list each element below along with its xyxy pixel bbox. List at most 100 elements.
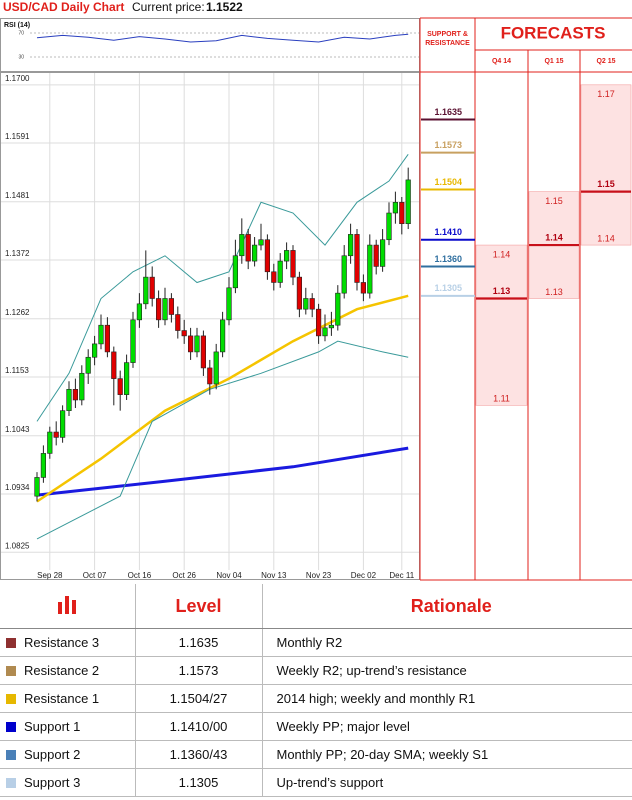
y-tick-label: 1.1481	[5, 191, 30, 200]
candle-body	[130, 319, 136, 363]
rationale-cell: Up-trend’s support	[261, 768, 632, 797]
candle-body	[354, 234, 360, 283]
indicator-line	[36, 446, 409, 497]
header-cell: Level	[134, 584, 262, 629]
level-name: Support 3	[24, 775, 81, 790]
candle-body	[277, 260, 283, 283]
indicator-line	[36, 294, 409, 503]
candle-body	[143, 276, 149, 305]
y-tick-label: 1.0825	[5, 541, 30, 550]
y-tick-label: 1.1043	[5, 425, 30, 434]
forecast-mid-label: 1.13	[493, 286, 511, 296]
candle-body	[309, 298, 315, 310]
candle-body	[200, 335, 207, 369]
rsi-title: RSI (14)	[4, 22, 30, 29]
table-header: Level Rationale	[0, 584, 632, 629]
candle-body	[226, 287, 232, 321]
candle-body	[85, 356, 91, 374]
candle-body	[239, 234, 245, 257]
level-label: 1.1360	[434, 254, 462, 264]
level-name: Support 1	[24, 719, 81, 734]
candle-body	[194, 335, 200, 353]
forecast-high-label: 1.14	[493, 249, 511, 259]
levels-title-box: SUPPORT & RESISTANCE	[425, 31, 470, 47]
table-row: Support 2 1.1360/43 Monthly PP; 20-day SMA…	[0, 740, 632, 769]
rsi-tick-label: 30	[18, 54, 24, 60]
candle-body	[245, 234, 251, 262]
candle-body	[34, 477, 40, 497]
candle-body	[232, 255, 239, 289]
candle-body	[290, 250, 296, 278]
level-cell: 1.1504/27	[134, 684, 262, 713]
candle-body	[66, 388, 72, 411]
levels-table: Level Rationale Resistance 3 1.1635 Monthl…	[0, 584, 632, 797]
candle-body	[111, 351, 117, 379]
y-tick-label: 1.1153	[5, 366, 29, 375]
candle-body	[117, 378, 123, 395]
name-cell: Resistance 2	[0, 656, 135, 685]
y-tick-label: 1.1700	[5, 74, 30, 83]
color-swatch	[6, 722, 16, 732]
forecast-low-label: 1.14	[597, 233, 615, 243]
level-label: 1.1635	[434, 107, 462, 117]
candle-body	[252, 244, 258, 262]
price-label: Current price:	[132, 0, 205, 14]
level-name: Resistance 2	[24, 663, 100, 678]
x-tick-label: Dec 02	[351, 571, 377, 580]
forecast-column-label: Q4 14	[492, 58, 511, 65]
candle-body	[303, 298, 309, 310]
candle-body	[98, 324, 104, 345]
candle-body	[386, 212, 392, 241]
candle-body	[264, 239, 271, 273]
candle-body	[213, 351, 219, 385]
y-tick-label: 1.1591	[5, 132, 30, 141]
x-tick-label: Sep 28	[37, 571, 63, 580]
candle-body	[271, 271, 277, 283]
forecast-high-label: 1.17	[597, 89, 615, 99]
candle-body	[53, 431, 59, 438]
table-row: Support 1 1.1410/00 Weekly PP; major level	[0, 712, 632, 741]
table-row: Support 3 1.1305 Up-trend’s support	[0, 768, 632, 797]
forecast-range	[475, 244, 528, 406]
rationale-cell: Weekly PP; major level	[261, 712, 632, 741]
x-tick-label: Oct 16	[128, 571, 152, 580]
candle-body	[220, 319, 226, 353]
name-cell: Support 1	[0, 712, 135, 741]
candle-body	[188, 335, 194, 353]
forecast-column-label: Q1 15	[544, 58, 563, 65]
color-swatch	[6, 778, 16, 788]
level-cell: 1.1305	[134, 768, 262, 797]
table-row: Resistance 3 1.1635 Monthly R2	[0, 628, 632, 657]
candle-body	[72, 388, 78, 401]
candle-body	[124, 362, 130, 395]
candle-body	[328, 324, 335, 329]
chart-title: USD/CAD Daily Chart	[3, 0, 124, 14]
candle-body	[40, 453, 46, 478]
candle-body	[181, 330, 187, 337]
color-swatch	[6, 666, 16, 676]
rationale-cell: Weekly R2; up-trend’s resistance	[261, 656, 632, 685]
candle-body	[367, 244, 373, 294]
y-tick-label: 1.0934	[5, 483, 30, 492]
y-tick-label: 1.1262	[5, 308, 30, 317]
level-cell: 1.1360/43	[134, 740, 262, 769]
candle-body	[47, 431, 53, 454]
forecast-high-label: 1.15	[545, 196, 563, 206]
x-tick-label: Dec 11	[389, 571, 414, 580]
x-tick-label: Nov 13	[261, 571, 287, 580]
rationale-cell: 2014 high; weekly and monthly R1	[261, 684, 632, 713]
level-label: 1.1410	[434, 227, 462, 237]
indicator-line	[36, 340, 409, 540]
level-name: Resistance 1	[24, 691, 100, 706]
name-cell: Support 2	[0, 740, 135, 769]
candle-body	[405, 179, 411, 225]
candle-body	[175, 314, 181, 331]
icon-bar	[72, 599, 77, 614]
level-name: Support 2	[24, 747, 81, 762]
y-tick-label: 1.1372	[5, 249, 30, 258]
name-cell: Support 3	[0, 768, 135, 797]
candle-body	[379, 239, 386, 267]
levels-title: SUPPORT & RESISTANCE	[425, 31, 470, 47]
x-tick-label: Oct 07	[83, 571, 107, 580]
